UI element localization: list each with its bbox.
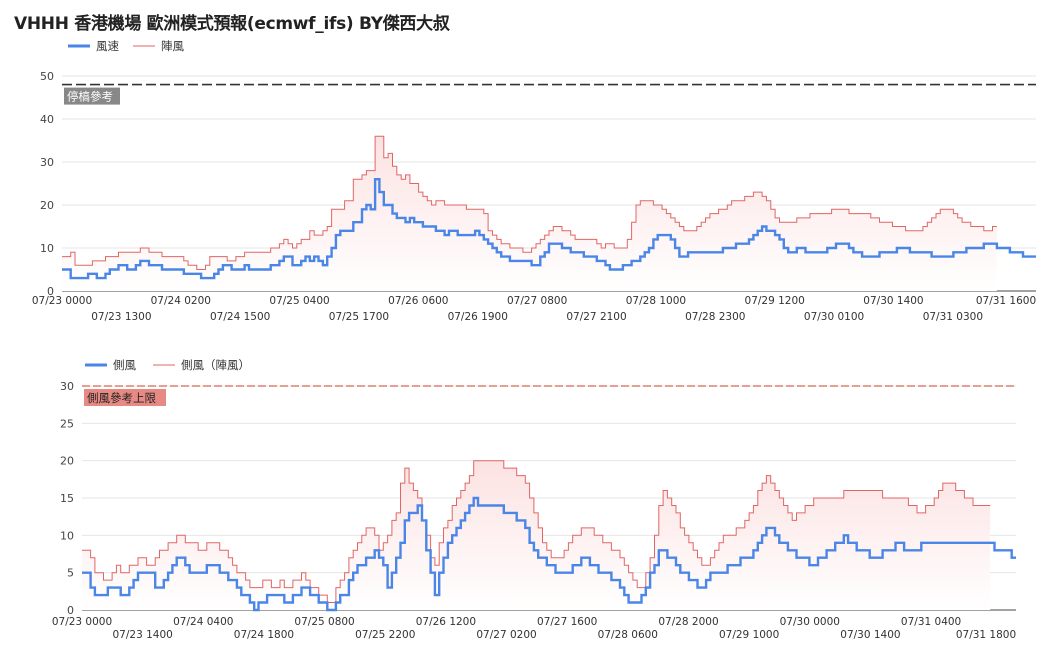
y-tick-label: 0 — [67, 604, 74, 617]
y-tick-label: 40 — [40, 113, 54, 126]
y-tick-label: 25 — [60, 417, 74, 430]
legend: 側風 側風（陣風） — [85, 358, 250, 372]
legend-label: 側風（陣風） — [181, 358, 250, 372]
y-tick-label: 0 — [47, 285, 54, 298]
legend-label: 側風 — [113, 358, 136, 372]
reference-label: 停槁參考 — [67, 90, 113, 104]
series-line-側風 — [82, 496, 1016, 612]
series-line-風速 — [62, 178, 1036, 280]
y-tick-label: 10 — [60, 529, 74, 542]
legend-label: 陣風 — [161, 39, 184, 53]
x-tick-label: 07/24 1800 — [234, 629, 294, 641]
x-tick-label: 07/27 0200 — [476, 629, 536, 641]
y-tick-label: 30 — [40, 156, 54, 169]
x-tick-label: 07/27 0800 — [507, 295, 567, 307]
y-tick-label: 30 — [60, 380, 74, 393]
series-line-側風（陣風） — [82, 460, 991, 603]
x-tick-label: 07/23 1400 — [112, 629, 172, 641]
x-tick-label: 07/24 0400 — [173, 616, 233, 628]
x-tick-label: 07/30 0000 — [780, 616, 840, 628]
x-tick-label: 07/27 2100 — [566, 311, 626, 323]
x-tick-label: 07/26 0600 — [388, 295, 448, 307]
x-tick-label: 07/31 1600 — [976, 295, 1036, 307]
x-tick-label: 07/25 2200 — [355, 629, 415, 641]
x-tick-label: 07/25 1700 — [329, 311, 389, 323]
x-tick-label: 07/23 1300 — [91, 311, 151, 323]
x-axis: 07/23 0000 07/24 0200 07/25 0400 07/26 0600… — [32, 295, 1036, 323]
x-tick-label: 07/26 1900 — [448, 311, 508, 323]
x-tick-label: 07/24 1500 — [210, 311, 270, 323]
x-tick-label: 07/28 1000 — [626, 295, 686, 307]
y-tick-label: 50 — [40, 70, 54, 83]
y-tick-label: 20 — [60, 455, 74, 468]
x-tick-label: 07/28 2300 — [685, 311, 745, 323]
legend: 風速 陣風 — [68, 39, 184, 53]
x-tick-label: 07/30 1400 — [840, 629, 900, 641]
x-tick-label: 07/23 0000 — [52, 616, 112, 628]
gust-area — [82, 460, 991, 610]
x-tick-label: 07/26 1200 — [416, 616, 476, 628]
x-tick-label: 07/31 1800 — [956, 629, 1016, 641]
series-line-陣風 — [62, 135, 997, 270]
x-tick-label: 07/25 0800 — [294, 616, 354, 628]
y-tick-label: 10 — [40, 242, 54, 255]
reference-label: 側風參考上限 — [87, 391, 156, 405]
gust-area — [62, 136, 997, 291]
reference-label-bg — [84, 389, 166, 406]
reference-label-bg — [64, 87, 120, 105]
x-tick-label: 07/30 1400 — [863, 295, 923, 307]
x-tick-label: 07/27 1600 — [537, 616, 597, 628]
x-tick-label: 07/29 1200 — [745, 295, 805, 307]
wind-speed-chart: 0 10 20 30 40 50 07/23 0000 07/24 0200 07/25 040… — [32, 39, 1036, 323]
x-tick-label: 07/25 0400 — [269, 295, 329, 307]
crosswind-chart: 0 5 10 15 20 25 30 07/23 0000 07/24 0400 07/25 08… — [52, 358, 1016, 641]
y-tick-label: 20 — [40, 199, 54, 212]
x-tick-label: 07/28 0600 — [598, 629, 658, 641]
legend-label: 風速 — [96, 39, 119, 53]
x-tick-label: 07/23 0000 — [32, 295, 92, 307]
x-tick-label: 07/24 0200 — [151, 295, 211, 307]
y-tick-label: 15 — [60, 492, 74, 505]
y-tick-label: 5 — [67, 567, 74, 580]
x-tick-label: 07/30 0100 — [804, 311, 864, 323]
page-title: VHHH 香港機場 歐洲模式預報(ecmwf_ifs) BY傑西大叔 — [14, 14, 450, 34]
x-tick-label: 07/31 0300 — [923, 311, 983, 323]
x-tick-label: 07/31 0400 — [901, 616, 961, 628]
x-axis: 07/23 0000 07/24 0400 07/25 0800 07/26 1200… — [52, 616, 1016, 641]
x-tick-label: 07/28 2000 — [658, 616, 718, 628]
x-tick-label: 07/29 1000 — [719, 629, 779, 641]
